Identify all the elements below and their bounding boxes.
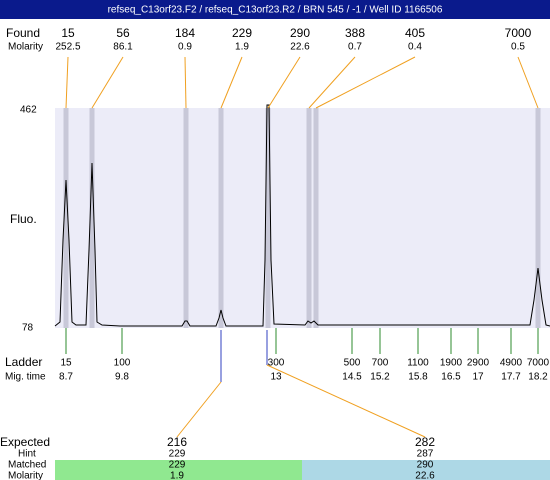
- peak-connector: [517, 56, 539, 109]
- ladder-mig-time: 14.5: [342, 372, 362, 383]
- molarity-label: Molarity: [8, 42, 43, 53]
- matched-band: [302, 460, 550, 480]
- ladder-size: 500: [344, 358, 361, 369]
- ladder-mig-time: 15.2: [370, 372, 390, 383]
- hint-size: 287: [417, 449, 434, 460]
- found-size: 15: [61, 26, 75, 40]
- ladder-size: 4900: [500, 358, 523, 369]
- peak-band: [313, 108, 319, 328]
- found-size: 405: [405, 26, 425, 40]
- found-molarity: 0.5: [511, 42, 525, 53]
- ladder-mig-time: 17.7: [501, 372, 521, 383]
- ladder-size: 700: [372, 358, 389, 369]
- matched-label: Matched: [8, 460, 46, 471]
- hint-label: Hint: [18, 449, 36, 460]
- ladder-size: 1900: [440, 358, 463, 369]
- matched-molarity: 1.9: [170, 471, 184, 480]
- ladder-mig-time: 16.5: [441, 372, 461, 383]
- ladder-size: 15: [60, 358, 72, 369]
- found-size: 229: [232, 26, 252, 40]
- match-connector: [266, 364, 426, 438]
- found-molarity: 0.7: [348, 42, 362, 53]
- y-min: 78: [22, 323, 34, 334]
- ladder-mig-time: 15.8: [408, 372, 428, 383]
- mig-time-label: Mig. time: [5, 372, 46, 383]
- ladder-size: 2900: [467, 358, 490, 369]
- ladder-mig-time: 8.7: [59, 372, 73, 383]
- found-size: 184: [175, 26, 195, 40]
- ladder-size: 7000: [527, 358, 550, 369]
- peak-connector: [308, 56, 356, 109]
- found-molarity: 1.9: [235, 42, 249, 53]
- header-title: refseq_C13orf23.F2 / refseq_C13orf23.R2 …: [108, 5, 443, 16]
- found-size: 7000: [505, 26, 532, 40]
- ladder-label: Ladder: [5, 355, 42, 369]
- match-connector: [176, 381, 222, 438]
- peak-connector: [184, 56, 187, 109]
- header-bar: [0, 0, 550, 19]
- found-molarity: 252.5: [55, 42, 80, 53]
- ladder-mig-time: 13: [270, 372, 282, 383]
- found-molarity: 22.6: [290, 42, 310, 53]
- peak-bands: [63, 108, 541, 328]
- peak-connector: [91, 56, 124, 109]
- found-molarity: 0.4: [408, 42, 422, 53]
- ladder-size: 300: [268, 358, 285, 369]
- peak-connector: [220, 56, 243, 109]
- ladder-size: 100: [114, 358, 131, 369]
- peak-band: [265, 108, 271, 328]
- matched-size: 229: [169, 460, 186, 471]
- peak-band: [306, 108, 312, 328]
- found-molarity: 0.9: [178, 42, 192, 53]
- y-max: 462: [20, 105, 37, 116]
- ladder-size: 1100: [407, 358, 429, 369]
- peak-band: [183, 108, 189, 328]
- plot-area: [55, 108, 550, 328]
- ladder-mig-time: 9.8: [115, 372, 129, 383]
- expected-size: 216: [167, 435, 187, 449]
- y-label: Fluo.: [10, 212, 37, 226]
- peak-connector: [267, 56, 301, 109]
- found-molarity: 86.1: [113, 42, 133, 53]
- found-size: 56: [116, 26, 130, 40]
- found-label: Found: [6, 26, 40, 40]
- expected-size: 282: [415, 435, 435, 449]
- ladder-mig-time: 18.2: [528, 372, 548, 383]
- peak-connector: [315, 56, 416, 109]
- peak-band: [63, 108, 69, 328]
- expected-label: Expected: [0, 435, 50, 449]
- peak-band: [535, 108, 541, 328]
- expected-molarity-label: Molarity: [8, 471, 43, 480]
- peak-connector: [65, 56, 69, 109]
- trace: [54, 104, 550, 327]
- ladder-mig-time: 17: [472, 372, 484, 383]
- peak-band: [89, 108, 95, 328]
- found-size: 388: [345, 26, 365, 40]
- matched-size: 290: [417, 460, 434, 471]
- found-size: 290: [290, 26, 310, 40]
- peak-band: [218, 108, 224, 328]
- matched-molarity: 22.6: [415, 471, 435, 480]
- matched-band: [55, 460, 302, 480]
- hint-size: 229: [169, 449, 186, 460]
